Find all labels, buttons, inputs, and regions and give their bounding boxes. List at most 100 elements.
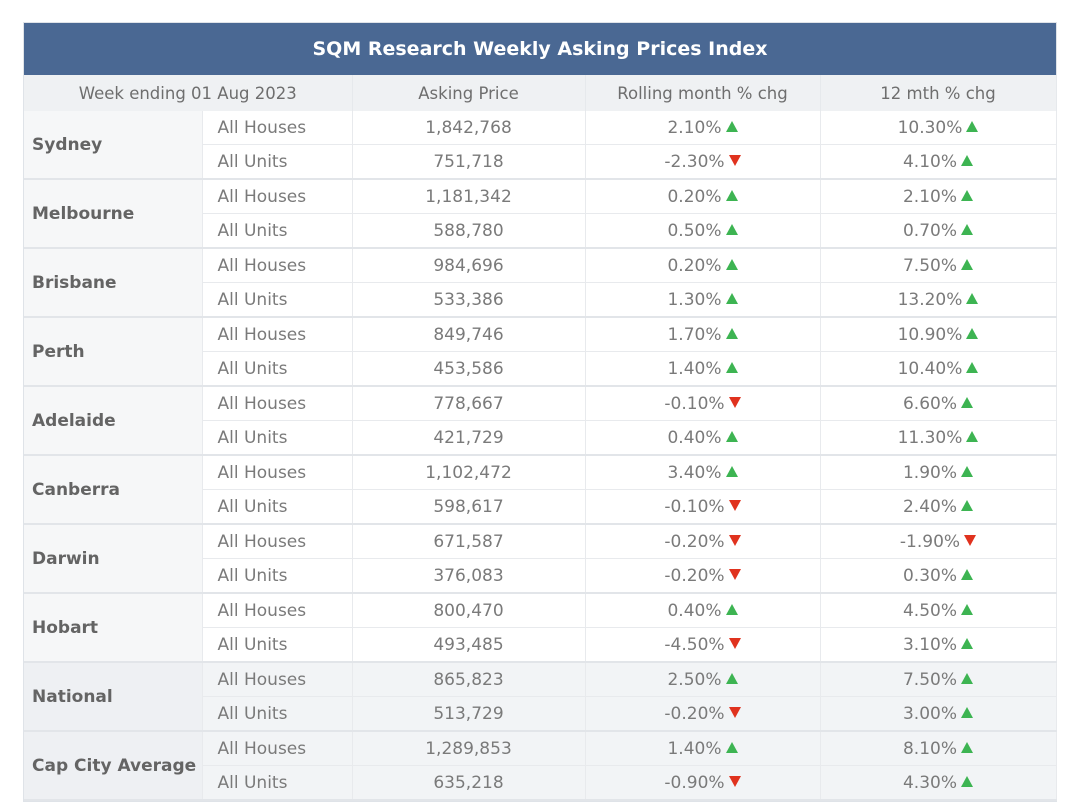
up-triangle-icon <box>961 397 973 408</box>
city-label: Perth <box>24 317 203 387</box>
up-triangle-icon <box>961 224 973 235</box>
table-row: All Units 598,617 -0.10% 2.40% <box>24 489 1057 525</box>
property-type-cell: All Houses <box>202 317 353 352</box>
rolling-month-change-cell: 1.70% <box>585 317 821 352</box>
property-type-cell: All Houses <box>202 111 353 145</box>
asking-price-cell: 1,289,853 <box>352 731 586 766</box>
rolling-month-change-cell: -4.50% <box>585 627 821 663</box>
table-row: Cap City Average All Houses 1,289,853 1.40%… <box>24 731 1057 801</box>
percent-change-value: 6.60% <box>902 393 957 414</box>
up-triangle-icon <box>725 293 738 304</box>
asking-prices-table-panel: SQM Research Weekly Asking Prices Index … <box>23 22 1057 802</box>
percent-change-value: 0.20% <box>667 255 722 276</box>
rolling-month-change-cell: 0.40% <box>585 420 821 456</box>
rolling-month-change-cell: -0.20% <box>585 524 821 559</box>
rolling-month-change-cell: -0.20% <box>585 558 821 594</box>
up-triangle-icon <box>961 190 973 201</box>
twelve-month-change-cell: 3.00% <box>820 696 1057 732</box>
property-type-cell: All Houses <box>202 248 353 283</box>
rolling-month-change-cell: 2.10% <box>585 111 821 145</box>
property-type-cell: All Units <box>202 144 353 180</box>
up-triangle-icon <box>961 155 973 166</box>
down-triangle-icon <box>728 776 741 787</box>
twelve-month-change-cell: 13.20% <box>820 282 1057 318</box>
percent-change-value: -0.20% <box>664 565 725 586</box>
twelve-month-change-cell: 0.30% <box>820 558 1057 594</box>
asking-price-cell: 598,617 <box>352 489 586 525</box>
down-triangle-icon <box>728 397 741 408</box>
percent-change-value: 10.40% <box>897 358 963 379</box>
rolling-month-change-cell: 1.30% <box>585 282 821 318</box>
twelve-month-change-cell: 1.90% <box>820 455 1057 490</box>
down-triangle-icon <box>728 155 741 166</box>
percent-change-value: 3.10% <box>902 634 957 655</box>
percent-change-value: -4.50% <box>664 634 725 655</box>
twelve-month-change-cell: 4.50% <box>820 593 1057 628</box>
rolling-month-change-cell: 1.40% <box>585 731 821 766</box>
asking-price-cell: 671,587 <box>352 524 586 559</box>
percent-change-value: 1.40% <box>667 358 722 379</box>
up-triangle-icon <box>961 673 973 684</box>
property-type-cell: All Units <box>202 558 353 594</box>
percent-change-value: 4.50% <box>902 600 957 621</box>
up-triangle-icon <box>966 362 979 373</box>
percent-change-value: 0.40% <box>667 600 722 621</box>
city-label: Hobart <box>24 593 203 663</box>
up-triangle-icon <box>725 604 738 615</box>
up-triangle-icon <box>961 500 973 511</box>
down-triangle-icon <box>728 569 741 580</box>
twelve-month-change-cell: 10.40% <box>820 351 1057 387</box>
percent-change-value: 10.30% <box>897 117 963 138</box>
asking-price-cell: 849,746 <box>352 317 586 352</box>
property-type-cell: All Houses <box>202 386 353 421</box>
asking-price-cell: 533,386 <box>352 282 586 318</box>
city-label: Brisbane <box>24 248 203 318</box>
down-triangle-icon <box>728 707 741 718</box>
header-row: Week ending 01 Aug 2023 Asking Price Rol… <box>24 75 1057 111</box>
percent-change-value: -0.20% <box>664 531 725 552</box>
percent-change-value: 2.10% <box>902 186 957 207</box>
twelve-month-change-cell: 2.10% <box>820 179 1057 214</box>
up-triangle-icon <box>961 604 973 615</box>
city-label: Adelaide <box>24 386 203 456</box>
up-triangle-icon <box>725 362 738 373</box>
rolling-month-change-cell: 2.50% <box>585 662 821 697</box>
rolling-month-change-cell: 3.40% <box>585 455 821 490</box>
column-header-rolling-month: Rolling month % chg <box>585 75 821 111</box>
rolling-month-change-cell: 0.20% <box>585 179 821 214</box>
percent-change-value: 3.00% <box>902 703 957 724</box>
property-type-cell: All Units <box>202 282 353 318</box>
percent-change-value: -2.30% <box>664 151 725 172</box>
property-type-cell: All Houses <box>202 662 353 697</box>
rolling-month-change-cell: -0.90% <box>585 765 821 801</box>
asking-price-cell: 1,102,472 <box>352 455 586 490</box>
table-body: Sydney All Houses 1,842,768 2.10% 10.30% All … <box>24 111 1057 801</box>
twelve-month-change-cell: 4.10% <box>820 144 1057 180</box>
table-row: Canberra All Houses 1,102,472 3.40% 1.90% <box>24 455 1057 525</box>
property-type-cell: All Houses <box>202 524 353 559</box>
property-type-cell: All Units <box>202 213 353 249</box>
up-triangle-icon <box>961 466 973 477</box>
column-header-12-month: 12 mth % chg <box>820 75 1057 111</box>
percent-change-value: 1.30% <box>667 289 722 310</box>
table-row: All Units 376,083 -0.20% 0.30% <box>24 558 1057 594</box>
twelve-month-change-cell: 8.10% <box>820 731 1057 766</box>
percent-change-value: -0.20% <box>664 703 725 724</box>
up-triangle-icon <box>725 328 738 339</box>
twelve-month-change-cell: 7.50% <box>820 662 1057 697</box>
twelve-month-change-cell: 10.30% <box>820 111 1057 145</box>
asking-price-cell: 493,485 <box>352 627 586 663</box>
property-type-cell: All Units <box>202 765 353 801</box>
asking-price-cell: 1,842,768 <box>352 111 586 145</box>
percent-change-value: -0.10% <box>664 393 725 414</box>
property-type-cell: All Houses <box>202 455 353 490</box>
asking-price-cell: 635,218 <box>352 765 586 801</box>
up-triangle-icon <box>966 121 979 132</box>
asking-price-cell: 865,823 <box>352 662 586 697</box>
twelve-month-change-cell: 0.70% <box>820 213 1057 249</box>
rolling-month-change-cell: -2.30% <box>585 144 821 180</box>
up-triangle-icon <box>725 673 738 684</box>
percent-change-value: 2.40% <box>902 496 957 517</box>
asking-price-cell: 1,181,342 <box>352 179 586 214</box>
city-label: Cap City Average <box>24 731 203 801</box>
